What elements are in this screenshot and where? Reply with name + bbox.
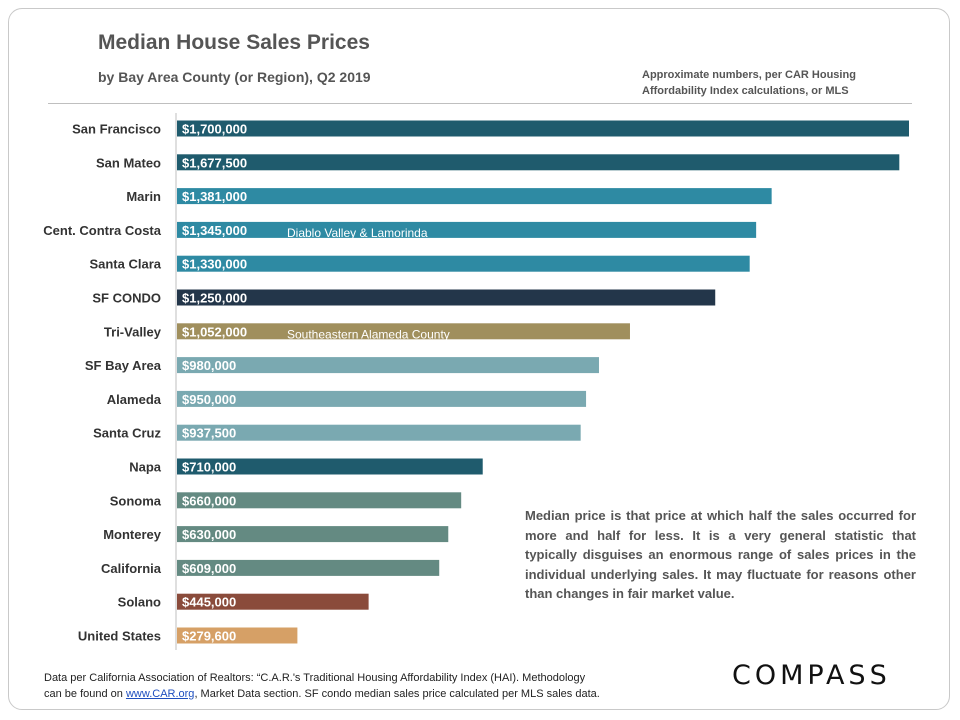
category-label: Cent. Contra Costa [43, 223, 162, 238]
bar-annotation: Southeastern Alameda County [287, 327, 450, 341]
bar-annotation: Diablo Valley & Lamorinda [287, 226, 428, 240]
bar-san-francisco [177, 120, 909, 137]
bar-solano [177, 593, 369, 610]
category-label: Napa [129, 460, 162, 475]
source-note-line-1: Approximate numbers, per CAR Housing [642, 69, 856, 81]
chart-title: Median House Sales Prices [98, 31, 370, 54]
value-label: $950,000 [182, 392, 236, 407]
bar-marin [177, 188, 772, 205]
value-label: $630,000 [182, 527, 236, 542]
category-label: San Francisco [72, 122, 161, 137]
bar-united-states [177, 627, 298, 644]
median-explanation: Median price is that price at which half… [525, 508, 916, 601]
category-label: SF CONDO [92, 291, 161, 306]
category-label: San Mateo [96, 155, 161, 170]
value-label: $1,250,000 [182, 291, 247, 306]
value-label: $937,500 [182, 426, 236, 441]
category-label: Santa Cruz [93, 426, 161, 441]
value-label: $1,381,000 [182, 189, 247, 204]
value-label: $279,600 [182, 629, 236, 644]
bar-sf-condo [177, 289, 716, 306]
value-label: $1,345,000 [182, 223, 247, 238]
compass-logo: COMPASS [732, 660, 891, 691]
category-label: United States [78, 629, 161, 644]
chart-frame [8, 8, 950, 710]
category-label: Marin [126, 189, 161, 204]
chart-subtitle: by Bay Area County (or Region), Q2 2019 [98, 69, 371, 85]
footer-line-2-suffix: , Market Data section. SF condo median s… [194, 688, 600, 700]
category-label: Tri-Valley [104, 324, 162, 339]
source-note-line-2: Affordability Index calculations, or MLS [642, 85, 849, 97]
bar-cent-contra-costa [177, 221, 757, 238]
footer-line-2-prefix: can be found on [44, 688, 126, 700]
bar-tri-valley [177, 323, 630, 340]
bar-santa-clara [177, 255, 750, 272]
bar-napa [177, 458, 483, 475]
category-label: Santa Clara [89, 257, 161, 272]
value-label: $1,052,000 [182, 324, 247, 339]
value-label: $1,330,000 [182, 257, 247, 272]
value-label: $980,000 [182, 358, 236, 373]
bar-sf-bay-area [177, 357, 599, 374]
value-label: $1,677,500 [182, 155, 247, 170]
footer-source: Data per California Association of Realt… [44, 670, 684, 702]
category-label: Sonoma [110, 493, 162, 508]
bar-monterey [177, 526, 449, 543]
value-label: $609,000 [182, 561, 236, 576]
footer-line-2: can be found on www.CAR.org, Market Data… [44, 686, 684, 702]
car-website-link[interactable]: www.CAR.org [125, 688, 195, 700]
category-label: Alameda [107, 392, 162, 407]
category-label: Solano [118, 595, 161, 610]
bar-california [177, 559, 440, 576]
header-divider [48, 103, 912, 104]
value-label: $445,000 [182, 595, 236, 610]
value-label: $710,000 [182, 460, 236, 475]
footer-line-1: Data per California Association of Realt… [44, 672, 586, 684]
source-note: Approximate numbers, per CAR Housing Aff… [642, 67, 912, 99]
bar-sonoma [177, 492, 462, 509]
bar-san-mateo [177, 154, 900, 171]
bar-alameda [177, 390, 587, 407]
value-label: $660,000 [182, 493, 236, 508]
category-label: California [101, 561, 162, 576]
bar-santa-cruz [177, 424, 581, 441]
value-label: $1,700,000 [182, 122, 247, 137]
category-label: Monterey [103, 527, 162, 542]
category-label: SF Bay Area [85, 358, 162, 373]
